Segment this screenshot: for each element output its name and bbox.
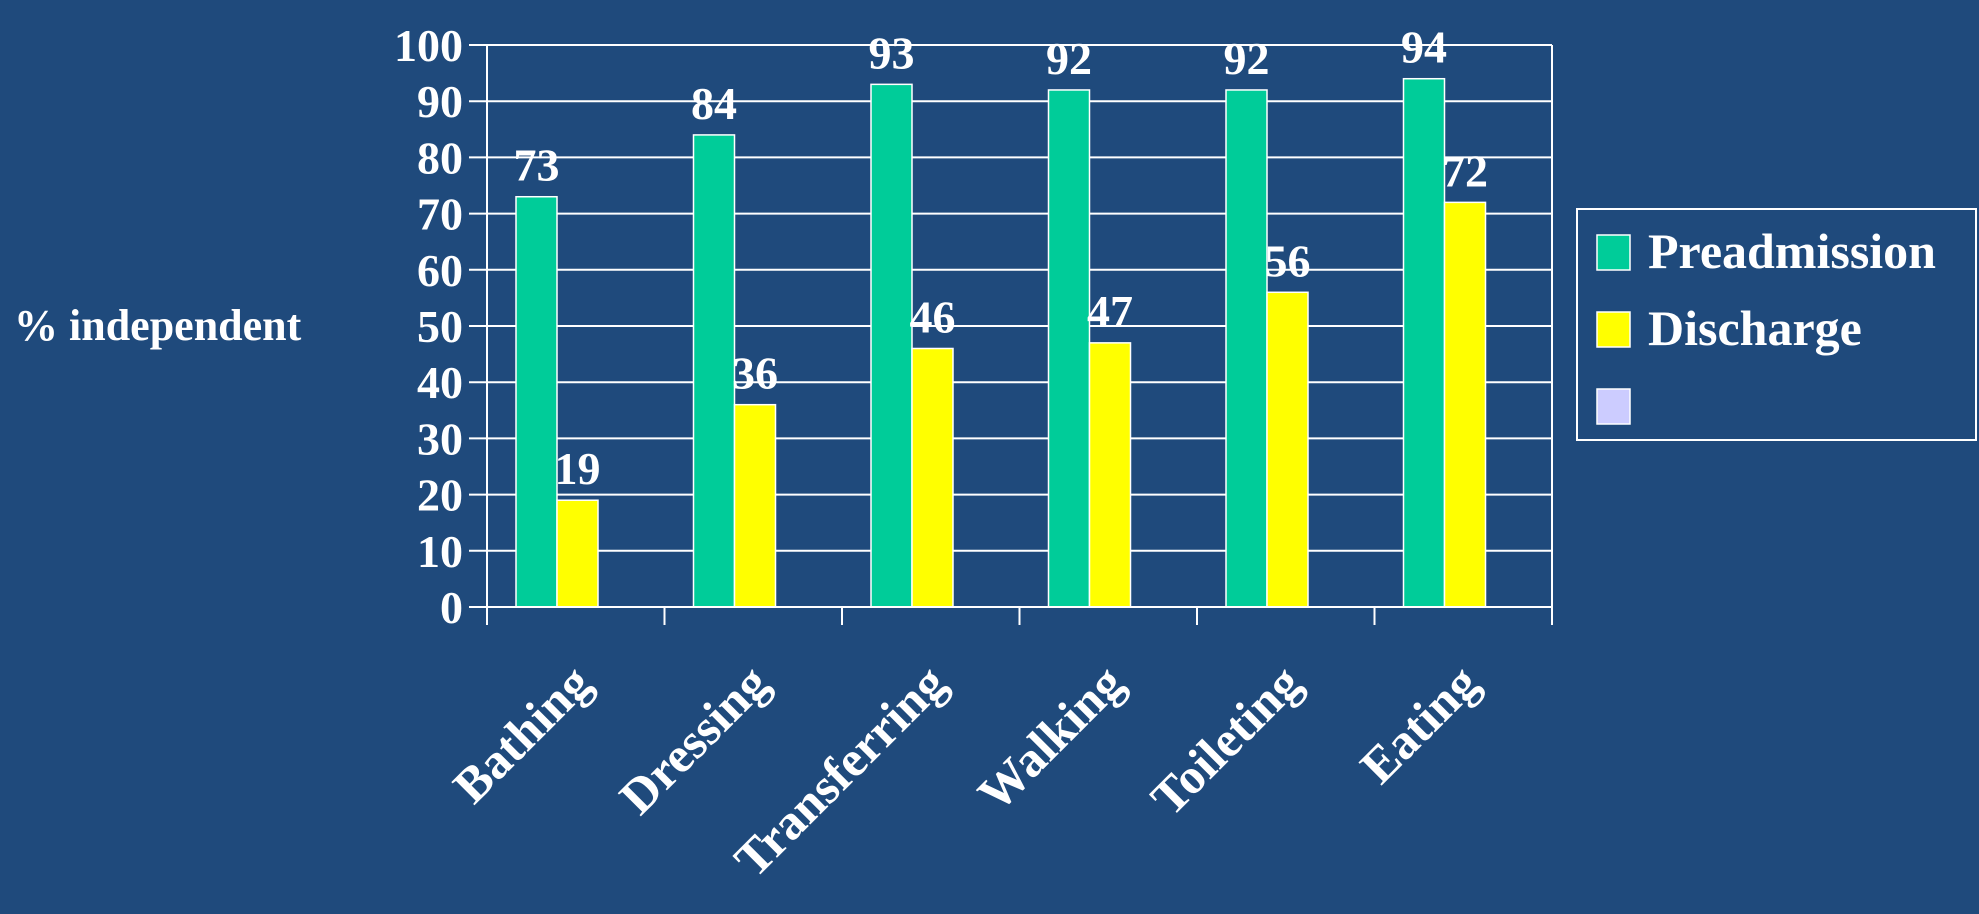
data-label: 46 — [910, 291, 956, 342]
legend-swatch-discharge — [1596, 311, 1631, 348]
legend-swatch-extra — [1596, 388, 1631, 425]
y-tick-label: 20 — [417, 470, 463, 521]
y-axis-label: % independent — [14, 301, 302, 350]
data-label: 94 — [1401, 22, 1447, 73]
data-labels: 73 84 93 92 92 94 19 36 46 47 56 72 — [514, 22, 1489, 495]
data-label: 47 — [1087, 286, 1133, 337]
gridlines — [487, 44, 1552, 608]
bar-discharge-bathing — [556, 499, 599, 608]
bar-preadmission-toileting — [1225, 89, 1268, 608]
bars — [515, 77, 1487, 608]
x-tick-label: Dressing — [608, 654, 779, 825]
bar-preadmission-bathing — [515, 195, 558, 608]
y-tick-label: 40 — [417, 357, 463, 408]
bar-preadmission-eating — [1402, 77, 1446, 608]
y-tick-label: 90 — [417, 76, 463, 127]
legend-swatch-preadmission — [1596, 234, 1631, 271]
x-tick-label: Walking — [967, 654, 1134, 821]
bar-discharge-eating — [1443, 201, 1487, 608]
x-tick-label: Bathing — [442, 654, 601, 813]
data-label: 93 — [869, 27, 915, 78]
x-tick-label: Toileting — [1140, 654, 1312, 826]
axes — [469, 44, 1553, 625]
bar-discharge-dressing — [733, 403, 777, 608]
data-label: 36 — [732, 348, 778, 399]
legend-box — [1576, 208, 1977, 441]
data-label: 19 — [555, 443, 601, 494]
legend: Preadmission Discharge — [1576, 208, 1977, 441]
legend-label: Preadmission — [1648, 223, 1936, 279]
y-tick-label: 10 — [417, 526, 463, 577]
legend-label: Discharge — [1648, 300, 1862, 356]
y-tick-label: 60 — [417, 245, 463, 296]
data-label: 72 — [1442, 145, 1488, 196]
data-label: 73 — [514, 140, 560, 191]
data-label: 84 — [691, 78, 737, 129]
bar-preadmission-walking — [1047, 89, 1091, 608]
y-tick-label: 80 — [417, 132, 463, 183]
y-tick-label: 100 — [394, 20, 463, 71]
bar-discharge-transferring — [911, 347, 954, 608]
data-label: 56 — [1265, 235, 1311, 286]
bar-discharge-toileting — [1266, 291, 1309, 608]
bar-discharge-walking — [1088, 342, 1132, 608]
data-label: 92 — [1224, 33, 1270, 84]
bar-preadmission-transferring — [870, 83, 913, 608]
y-tick-label: 50 — [417, 301, 463, 352]
x-tick-label: Eating — [1349, 654, 1489, 794]
data-label: 92 — [1046, 33, 1092, 84]
y-tick-label: 30 — [417, 413, 463, 464]
y-tick-label: 70 — [417, 189, 463, 240]
y-tick-label: 0 — [440, 582, 463, 633]
bar-preadmission-dressing — [692, 134, 736, 608]
